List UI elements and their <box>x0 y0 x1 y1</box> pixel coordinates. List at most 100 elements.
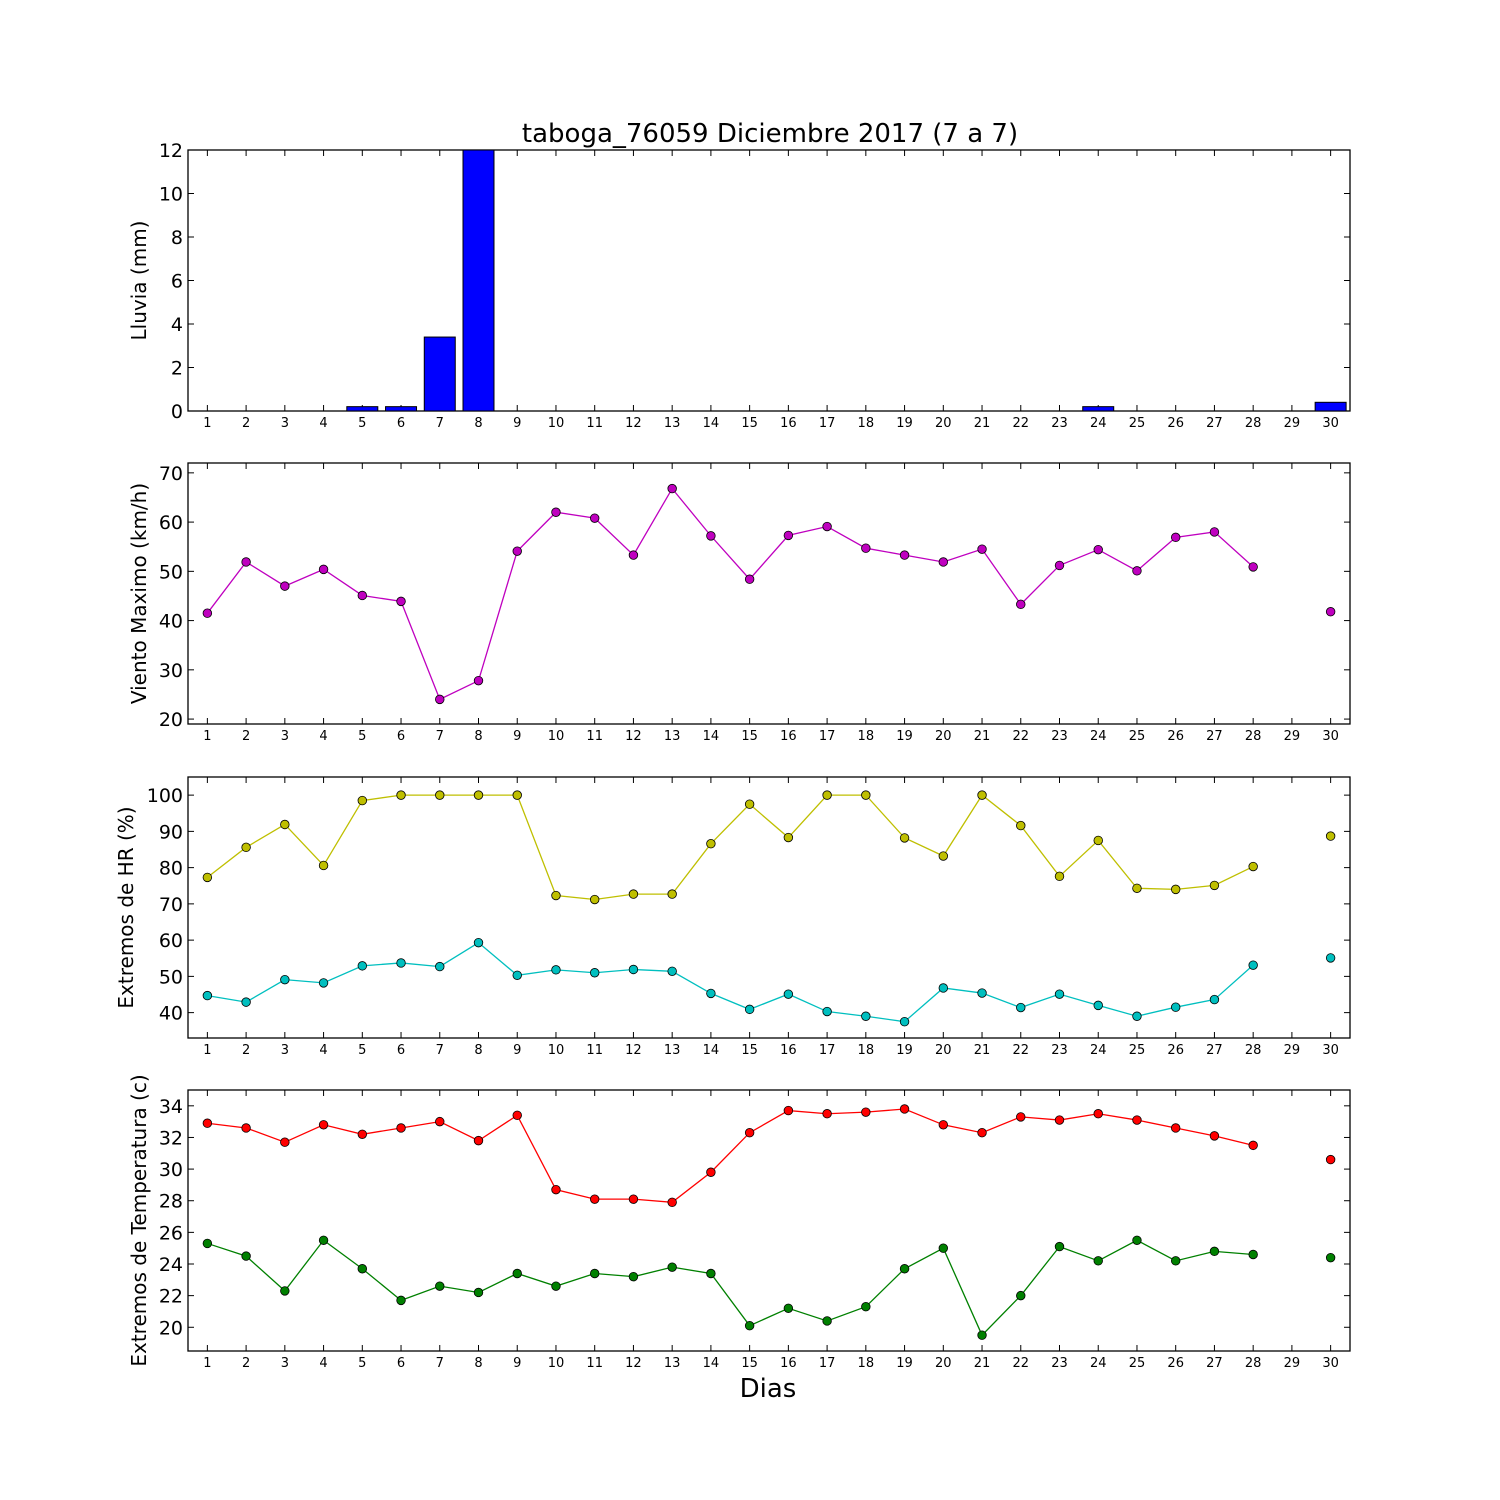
x-tick-label: 25 <box>1129 416 1146 431</box>
data-point <box>280 819 290 830</box>
data-point <box>590 894 600 905</box>
y-axis-label: Extremos de Temperatura (c) <box>127 1074 151 1366</box>
data-point <box>706 988 716 999</box>
data-point <box>938 1120 949 1130</box>
data-point <box>744 1004 755 1015</box>
data-point <box>435 961 445 972</box>
x-tick-label: 22 <box>1012 1043 1029 1058</box>
x-tick-label: 29 <box>1284 729 1301 744</box>
axes-frame <box>187 776 1351 1039</box>
x-tick-label: 14 <box>703 1356 720 1371</box>
x-tick-label: 28 <box>1245 1043 1262 1058</box>
data-point <box>899 1264 910 1274</box>
y-tick-label: 70 <box>159 894 183 916</box>
rain-bar <box>462 149 495 412</box>
data-point <box>977 544 987 554</box>
data-point <box>590 513 600 523</box>
data-point <box>435 790 445 800</box>
data-point <box>357 961 368 971</box>
x-tick-label: 6 <box>397 729 405 744</box>
data-point <box>280 974 290 985</box>
rain-bar <box>346 406 379 412</box>
y-tick-label: 30 <box>159 1159 183 1181</box>
data-point <box>628 1271 639 1282</box>
data-point <box>822 1006 832 1017</box>
data-point <box>241 1123 251 1133</box>
data-point <box>590 1194 600 1204</box>
data-point <box>861 1011 871 1021</box>
data-point <box>1054 871 1065 882</box>
x-tick-label: 4 <box>319 1043 327 1058</box>
x-tick-label: 28 <box>1245 416 1262 431</box>
x-tick-label: 17 <box>819 729 836 744</box>
x-tick-label: 12 <box>625 416 642 431</box>
data-point <box>435 1116 445 1127</box>
x-tick-label: 22 <box>1012 416 1029 431</box>
x-tick-label: 1 <box>203 729 211 744</box>
data-point <box>551 507 561 517</box>
y-tick-label: 12 <box>159 140 183 162</box>
data-point <box>977 1330 987 1340</box>
data-point <box>977 790 987 800</box>
x-tick-label: 27 <box>1206 416 1223 431</box>
y-axis-label: Viento Maximo (km/h) <box>127 483 151 704</box>
data-point <box>1054 560 1065 571</box>
x-tick-label: 21 <box>974 416 991 431</box>
data-point <box>706 839 716 849</box>
x-tick-label: 10 <box>548 416 565 431</box>
data-point <box>1132 566 1142 576</box>
x-tick-label: 15 <box>741 1356 758 1371</box>
data-point <box>1016 1290 1026 1301</box>
data-point <box>1093 835 1103 846</box>
data-point <box>667 966 677 977</box>
data-point <box>435 1281 445 1291</box>
x-tick-label: 29 <box>1284 1356 1301 1371</box>
data-point <box>280 1286 290 1296</box>
y-tick-label: 2 <box>171 358 183 380</box>
data-point <box>822 1109 832 1119</box>
data-point <box>551 965 561 975</box>
data-point <box>202 990 213 1001</box>
data-point <box>1132 1235 1142 1245</box>
data-point <box>744 1128 755 1138</box>
data-point <box>1054 1241 1065 1252</box>
x-tick-label: 6 <box>397 1356 405 1371</box>
x-tick-label: 1 <box>203 416 211 431</box>
data-point <box>241 997 251 1007</box>
x-tick-label: 21 <box>974 1043 991 1058</box>
x-tick-label: 17 <box>819 1043 836 1058</box>
data-point <box>783 832 794 843</box>
data-point <box>1132 1011 1142 1021</box>
x-tick-label: 14 <box>703 416 720 431</box>
x-tick-label: 16 <box>780 1356 797 1371</box>
y-tick-label: 24 <box>159 1254 183 1276</box>
x-tick-label: 19 <box>896 1356 913 1371</box>
x-tick-label: 8 <box>474 1356 482 1371</box>
y-tick-label: 80 <box>159 858 183 880</box>
data-point <box>241 842 251 853</box>
x-tick-label: 12 <box>625 729 642 744</box>
data-point <box>396 790 406 800</box>
x-tick-label: 26 <box>1167 416 1184 431</box>
data-point <box>1016 820 1026 831</box>
x-tick-label: 16 <box>780 729 797 744</box>
x-tick-label: 25 <box>1129 729 1146 744</box>
data-point <box>1209 880 1220 891</box>
data-point <box>938 1243 949 1253</box>
x-tick-label: 21 <box>974 1356 991 1371</box>
data-point <box>1170 884 1181 895</box>
data-point <box>1170 1256 1181 1266</box>
x-tick-label: 9 <box>513 1356 521 1371</box>
x-tick-label: 27 <box>1206 1356 1223 1371</box>
series-line <box>207 941 1254 1023</box>
data-point <box>1248 1249 1258 1260</box>
x-tick-label: 8 <box>474 416 482 431</box>
data-point <box>1248 960 1258 970</box>
y-axis-label: Lluvia (mm) <box>127 221 151 341</box>
x-tick-label: 28 <box>1245 1356 1262 1371</box>
data-point <box>667 889 677 899</box>
x-tick-label: 10 <box>548 1356 565 1371</box>
y-tick-label: 6 <box>171 271 183 293</box>
data-point <box>318 860 329 871</box>
